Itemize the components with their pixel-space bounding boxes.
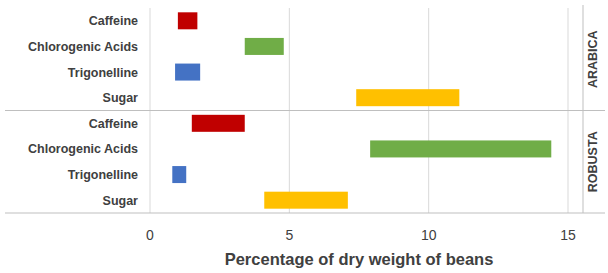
category-label: Chlorogenic Acids: [28, 40, 138, 54]
bar: [356, 89, 459, 106]
group-separator: [5, 213, 605, 214]
group-label: ROBUSTA: [586, 131, 600, 192]
axis-title: Percentage of dry weight of beans: [225, 250, 494, 268]
bar: [192, 115, 245, 132]
category-label: Caffeine: [89, 14, 138, 28]
tick-label: 15: [560, 227, 576, 243]
category-label: Chlorogenic Acids: [28, 142, 138, 156]
tick-label: 5: [285, 227, 293, 243]
category-label: Caffeine: [89, 117, 138, 131]
bar: [178, 12, 198, 29]
category-label: Trigonelline: [68, 66, 138, 80]
group-separator: [5, 110, 605, 111]
category-label: Sugar: [103, 91, 139, 105]
bar: [264, 192, 348, 209]
separator: [583, 5, 584, 213]
bar: [175, 64, 200, 81]
bar: [245, 38, 284, 55]
tick-label: 0: [146, 227, 154, 243]
tick-label: 10: [421, 227, 437, 243]
category-label: Sugar: [103, 194, 139, 208]
chart: 0 5 10 15 Caffeine Chlorogenic Acids Trigonell…: [0, 0, 608, 273]
bar: [370, 140, 551, 157]
group-label: ARABICA: [586, 30, 600, 88]
bar: [172, 166, 186, 183]
category-label: Trigonelline: [68, 168, 138, 182]
